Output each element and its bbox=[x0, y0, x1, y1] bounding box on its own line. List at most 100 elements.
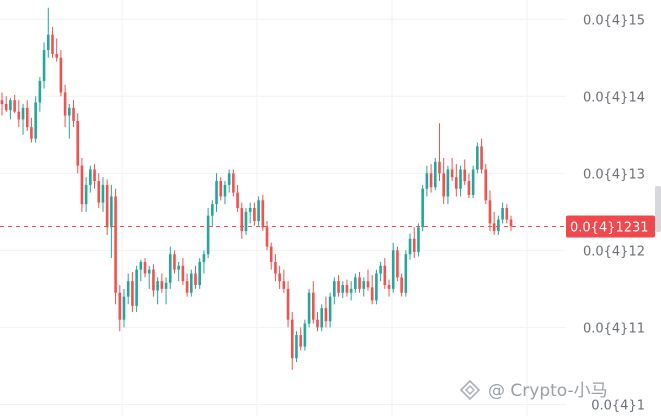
candle-down bbox=[290, 319, 294, 359]
candle-down bbox=[219, 181, 223, 197]
candle-up bbox=[341, 285, 345, 293]
candle-down bbox=[236, 192, 239, 208]
current-price-label-bg bbox=[566, 215, 655, 238]
watermark: @ Crypto-小马 bbox=[459, 379, 608, 401]
candle-up bbox=[471, 169, 475, 195]
current-price-label: 0.0{4}1231 bbox=[566, 186, 661, 238]
candle-up bbox=[497, 219, 500, 232]
candle-up bbox=[349, 288, 353, 293]
candle-down bbox=[261, 200, 265, 228]
candle-down bbox=[152, 269, 155, 291]
watermark-text: @ Crypto-小马 bbox=[488, 381, 608, 401]
candle-up bbox=[206, 215, 210, 255]
y-tick-label: 0.0{4}13 bbox=[583, 167, 645, 182]
candle-down bbox=[13, 100, 16, 112]
candle-up bbox=[421, 188, 424, 228]
logo-icon bbox=[459, 379, 481, 401]
y-tick-label: 0.0{4}15 bbox=[583, 13, 645, 28]
candle-up bbox=[122, 296, 126, 320]
candle-down bbox=[118, 292, 122, 320]
candle-up bbox=[126, 281, 130, 297]
candle-up bbox=[320, 308, 324, 328]
candle-down bbox=[455, 177, 458, 189]
candle-down bbox=[358, 277, 361, 289]
candle-up bbox=[417, 227, 420, 252]
candle-up bbox=[244, 211, 248, 232]
candle-up bbox=[202, 254, 206, 262]
candle-down bbox=[160, 281, 164, 289]
candle-down bbox=[467, 181, 471, 195]
candle-up bbox=[446, 169, 450, 197]
candle-down bbox=[383, 265, 387, 286]
candle-down bbox=[370, 287, 374, 301]
candle-up bbox=[38, 80, 42, 103]
candle-up bbox=[476, 146, 479, 170]
candle-up bbox=[156, 281, 159, 291]
candle-down bbox=[316, 319, 319, 328]
candle-up bbox=[362, 281, 366, 289]
candle-down bbox=[286, 288, 290, 320]
y-tick-label: 0.0{4}12 bbox=[583, 244, 645, 259]
candle-up bbox=[215, 181, 218, 205]
candle-up bbox=[295, 335, 298, 359]
current-price-label-text: 0.0{4}1231 bbox=[570, 220, 649, 235]
y-tick-label: 0.0{4}11 bbox=[583, 321, 645, 336]
candle-down bbox=[97, 181, 101, 203]
candle-down bbox=[240, 208, 244, 232]
candle-down bbox=[324, 308, 328, 322]
candles-group bbox=[0, 7, 513, 370]
candle-down bbox=[505, 208, 509, 220]
candle-up bbox=[303, 323, 307, 347]
candle-down bbox=[4, 104, 8, 111]
candle-up bbox=[257, 200, 260, 222]
candle-down bbox=[0, 100, 4, 104]
candle-down bbox=[51, 34, 54, 54]
candle-down bbox=[366, 281, 370, 288]
candle-up bbox=[164, 282, 168, 289]
candle-up bbox=[354, 277, 357, 289]
candle-down bbox=[93, 169, 96, 182]
scrollbar-handle[interactable] bbox=[655, 186, 661, 232]
candle-up bbox=[34, 102, 37, 139]
candle-down bbox=[194, 273, 197, 286]
candle-down bbox=[80, 165, 84, 205]
candle-up bbox=[68, 107, 71, 116]
candle-down bbox=[143, 261, 147, 274]
candle-down bbox=[269, 246, 273, 262]
candle-down bbox=[488, 200, 492, 224]
candle-up bbox=[110, 196, 113, 228]
grid bbox=[0, 0, 566, 416]
candle-down bbox=[185, 281, 189, 293]
candle-down bbox=[484, 169, 488, 201]
candle-down bbox=[278, 273, 281, 282]
candle-up bbox=[501, 208, 504, 220]
candle-down bbox=[25, 107, 29, 128]
candle-up bbox=[211, 204, 214, 216]
y-tick-label: 0.0{4}14 bbox=[583, 90, 645, 105]
candle-down bbox=[311, 292, 315, 320]
candle-down bbox=[463, 169, 467, 182]
candle-up bbox=[379, 265, 382, 274]
candle-down bbox=[173, 254, 176, 270]
candle-down bbox=[59, 57, 63, 93]
candle-down bbox=[412, 238, 416, 252]
candle-up bbox=[139, 261, 143, 270]
candle-down bbox=[282, 281, 286, 289]
candle-up bbox=[333, 281, 336, 297]
candle-down bbox=[396, 250, 399, 278]
candle-down bbox=[72, 107, 75, 121]
candle-up bbox=[223, 184, 227, 197]
candle-up bbox=[375, 273, 378, 301]
candle-down bbox=[450, 169, 454, 178]
candle-up bbox=[459, 169, 462, 189]
candle-up bbox=[21, 107, 25, 120]
candle-down bbox=[30, 127, 33, 139]
candle-down bbox=[299, 335, 302, 347]
candle-down bbox=[114, 196, 117, 293]
candle-up bbox=[328, 296, 332, 322]
candle-up bbox=[9, 100, 12, 111]
y-axis: 0.0{4}15 0.0{4}14 0.0{4}13 0.0{4}12 0.0{4}11… bbox=[583, 13, 645, 413]
candle-up bbox=[391, 250, 395, 289]
candle-up bbox=[46, 34, 50, 51]
candle-down bbox=[442, 173, 445, 197]
